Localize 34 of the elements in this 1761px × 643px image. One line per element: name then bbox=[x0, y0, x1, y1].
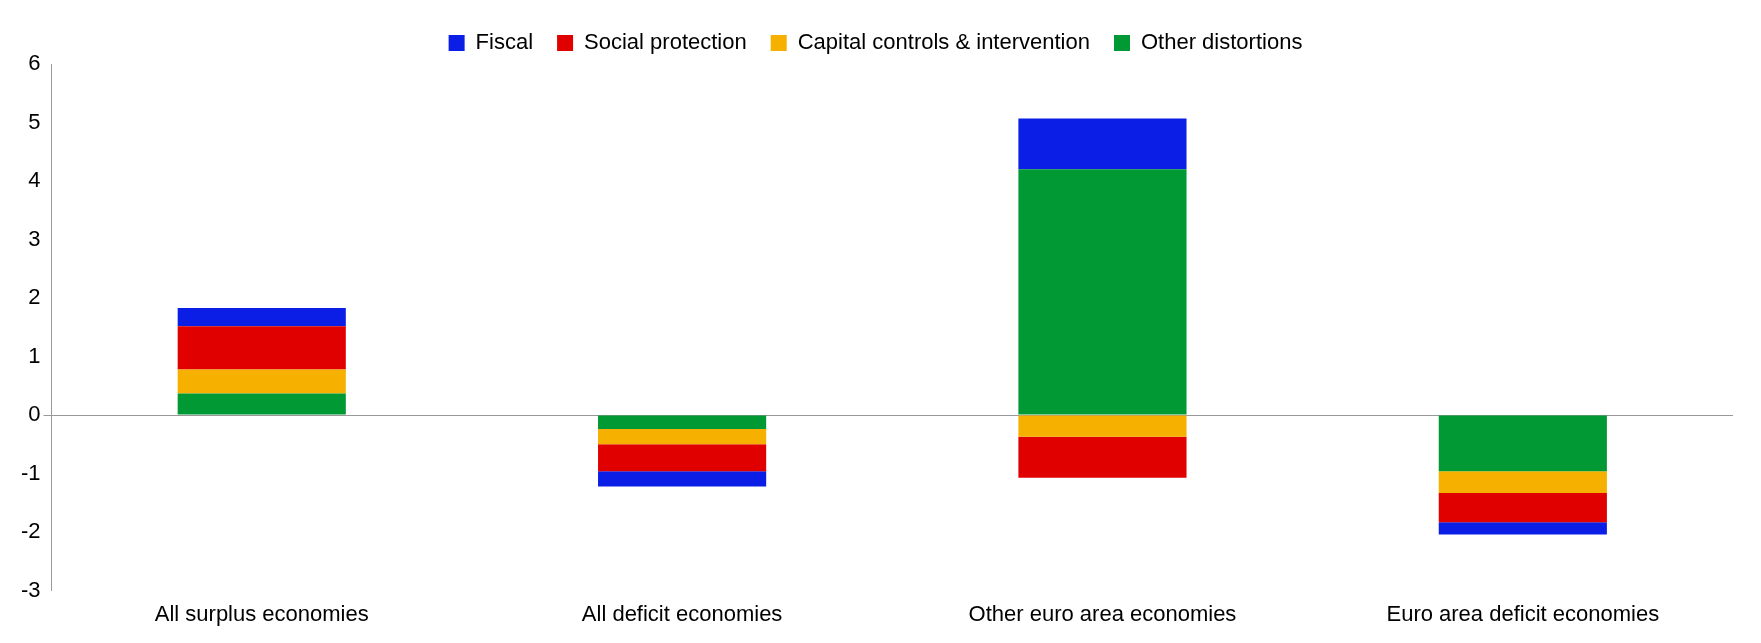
bar bbox=[1018, 436, 1187, 478]
y-tick-label: 4 bbox=[28, 167, 41, 193]
legend-label: Other distortions bbox=[1140, 29, 1303, 55]
bar bbox=[177, 326, 346, 370]
x-tick-label: All surplus economies bbox=[154, 600, 369, 626]
y-tick-label: 6 bbox=[28, 50, 41, 76]
bar bbox=[598, 429, 767, 445]
bar bbox=[177, 307, 346, 327]
legend-label: Capital controls & intervention bbox=[797, 29, 1090, 55]
bar bbox=[598, 444, 767, 472]
bar bbox=[177, 369, 346, 394]
bar bbox=[177, 393, 346, 415]
bar bbox=[1438, 471, 1607, 493]
bar bbox=[1018, 415, 1187, 437]
y-tick-label: 3 bbox=[28, 225, 41, 251]
x-tick-label: Other euro area economies bbox=[968, 600, 1237, 626]
bar bbox=[1438, 415, 1607, 472]
y-tick-label: -1 bbox=[21, 459, 41, 485]
bar bbox=[1018, 169, 1187, 415]
y-tick-label: 1 bbox=[28, 342, 41, 368]
bar bbox=[1018, 118, 1187, 170]
y-tick-label: 0 bbox=[28, 401, 41, 427]
bar bbox=[1438, 522, 1607, 535]
x-tick-label: Euro area deficit economies bbox=[1386, 600, 1660, 626]
y-tick-label: -3 bbox=[21, 576, 41, 602]
bar bbox=[598, 471, 767, 487]
y-tick-label: 2 bbox=[28, 284, 41, 310]
y-tick-label: -2 bbox=[21, 518, 41, 544]
x-tick-label: All deficit economies bbox=[581, 600, 783, 626]
bar bbox=[1438, 492, 1607, 523]
legend-label: Social protection bbox=[584, 29, 747, 55]
bar bbox=[598, 415, 767, 430]
y-tick-label: 5 bbox=[28, 108, 41, 134]
legend-label: Fiscal bbox=[475, 29, 534, 55]
